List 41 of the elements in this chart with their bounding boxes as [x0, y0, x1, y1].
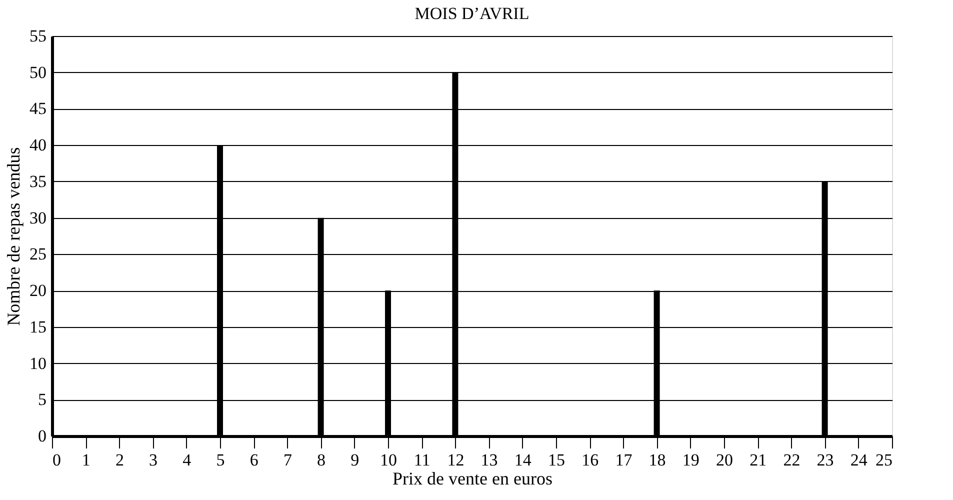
- x-tick-label: 13: [480, 450, 498, 470]
- x-tick-label: 15: [548, 450, 565, 470]
- x-tick-label: 5: [216, 450, 225, 470]
- x-tick-label: 8: [317, 450, 326, 470]
- y-tick-label: 0: [38, 426, 46, 446]
- x-axis-title: Prix de vente en euros: [392, 468, 552, 488]
- y-tick-label: 10: [30, 354, 46, 373]
- x-tick-label: 18: [648, 450, 666, 470]
- chart-title: MOIS D’AVRIL: [414, 4, 530, 23]
- y-tick-label: 30: [30, 208, 46, 228]
- x-tick-label: 25: [876, 450, 892, 470]
- x-tick-label: 22: [783, 450, 800, 470]
- x-tick-label: 1: [82, 450, 90, 470]
- x-tick-label: 0: [52, 450, 61, 470]
- x-tick-label: 10: [380, 450, 397, 470]
- y-tick-label: 35: [30, 172, 46, 191]
- y-tick-label: 55: [30, 26, 46, 46]
- x-tick-label: 16: [582, 450, 599, 470]
- x-tick-label: 9: [350, 450, 360, 470]
- x-tick-label: 12: [447, 450, 464, 470]
- y-tick-label: 15: [30, 317, 46, 336]
- x-tick-label: 7: [283, 450, 292, 470]
- y-tick-label: 45: [30, 99, 46, 118]
- x-tick-label: 23: [816, 450, 834, 470]
- x-tick-label: 6: [250, 450, 258, 470]
- y-tick-label: 25: [30, 244, 46, 264]
- x-tick-label: 17: [615, 450, 633, 470]
- x-tick-label: 20: [716, 450, 733, 470]
- y-tick-label: 50: [30, 62, 46, 82]
- x-tick-label: 24: [850, 450, 868, 470]
- x-tick-label: 21: [750, 450, 767, 470]
- y-axis-title: Nombre de repas vendus: [4, 147, 24, 326]
- x-tick-label: 19: [682, 450, 700, 470]
- y-tick-label: 20: [30, 281, 46, 300]
- y-tick-label: 5: [38, 390, 46, 410]
- x-tick-label: 14: [514, 450, 532, 470]
- x-tick-label: 3: [149, 450, 158, 470]
- x-tick-label: 2: [115, 450, 124, 470]
- x-tick-label: 4: [182, 450, 192, 470]
- x-tick-label: 11: [414, 450, 430, 470]
- y-tick-label: 40: [30, 136, 46, 155]
